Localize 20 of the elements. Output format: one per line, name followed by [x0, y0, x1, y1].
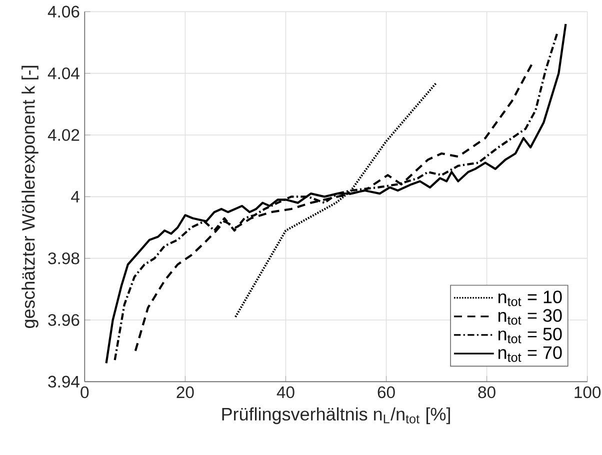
y-tick-label: 3.98 [48, 252, 80, 264]
x-tick-label: 100 [574, 386, 601, 398]
y-tick-label: 3.94 [48, 376, 80, 388]
x-tick-label: 0 [80, 386, 89, 398]
legend-label: n$_{tot}$ = 30 [498, 309, 562, 325]
y-tick-label: 4.06 [48, 6, 80, 18]
x-tick-label: 20 [176, 386, 194, 398]
y-tick-label: 4 [71, 190, 80, 202]
y-tick-label: 4.04 [48, 67, 80, 80]
x-axis-title: Prüflingsverhältnis n$_{L}$/n$_{tot}$ [%] [222, 407, 450, 424]
legend-label: n$_{tot}$ = 10 [498, 290, 562, 306]
x-tick-label: 60 [378, 386, 395, 398]
x-tick-label: 80 [478, 386, 496, 398]
legend-label: n$_{tot}$ = 50 [498, 328, 562, 344]
y-axis-title: geschätzter Wöhlerexponent k [-] [22, 66, 38, 328]
y-tick-label: 4.02 [48, 129, 80, 141]
y-tick-label: 3.96 [48, 314, 80, 326]
x-tick-label: 40 [276, 386, 294, 398]
legend-label: n$_{tot}$ = 70 [498, 346, 562, 362]
line-series [234, 82, 438, 318]
